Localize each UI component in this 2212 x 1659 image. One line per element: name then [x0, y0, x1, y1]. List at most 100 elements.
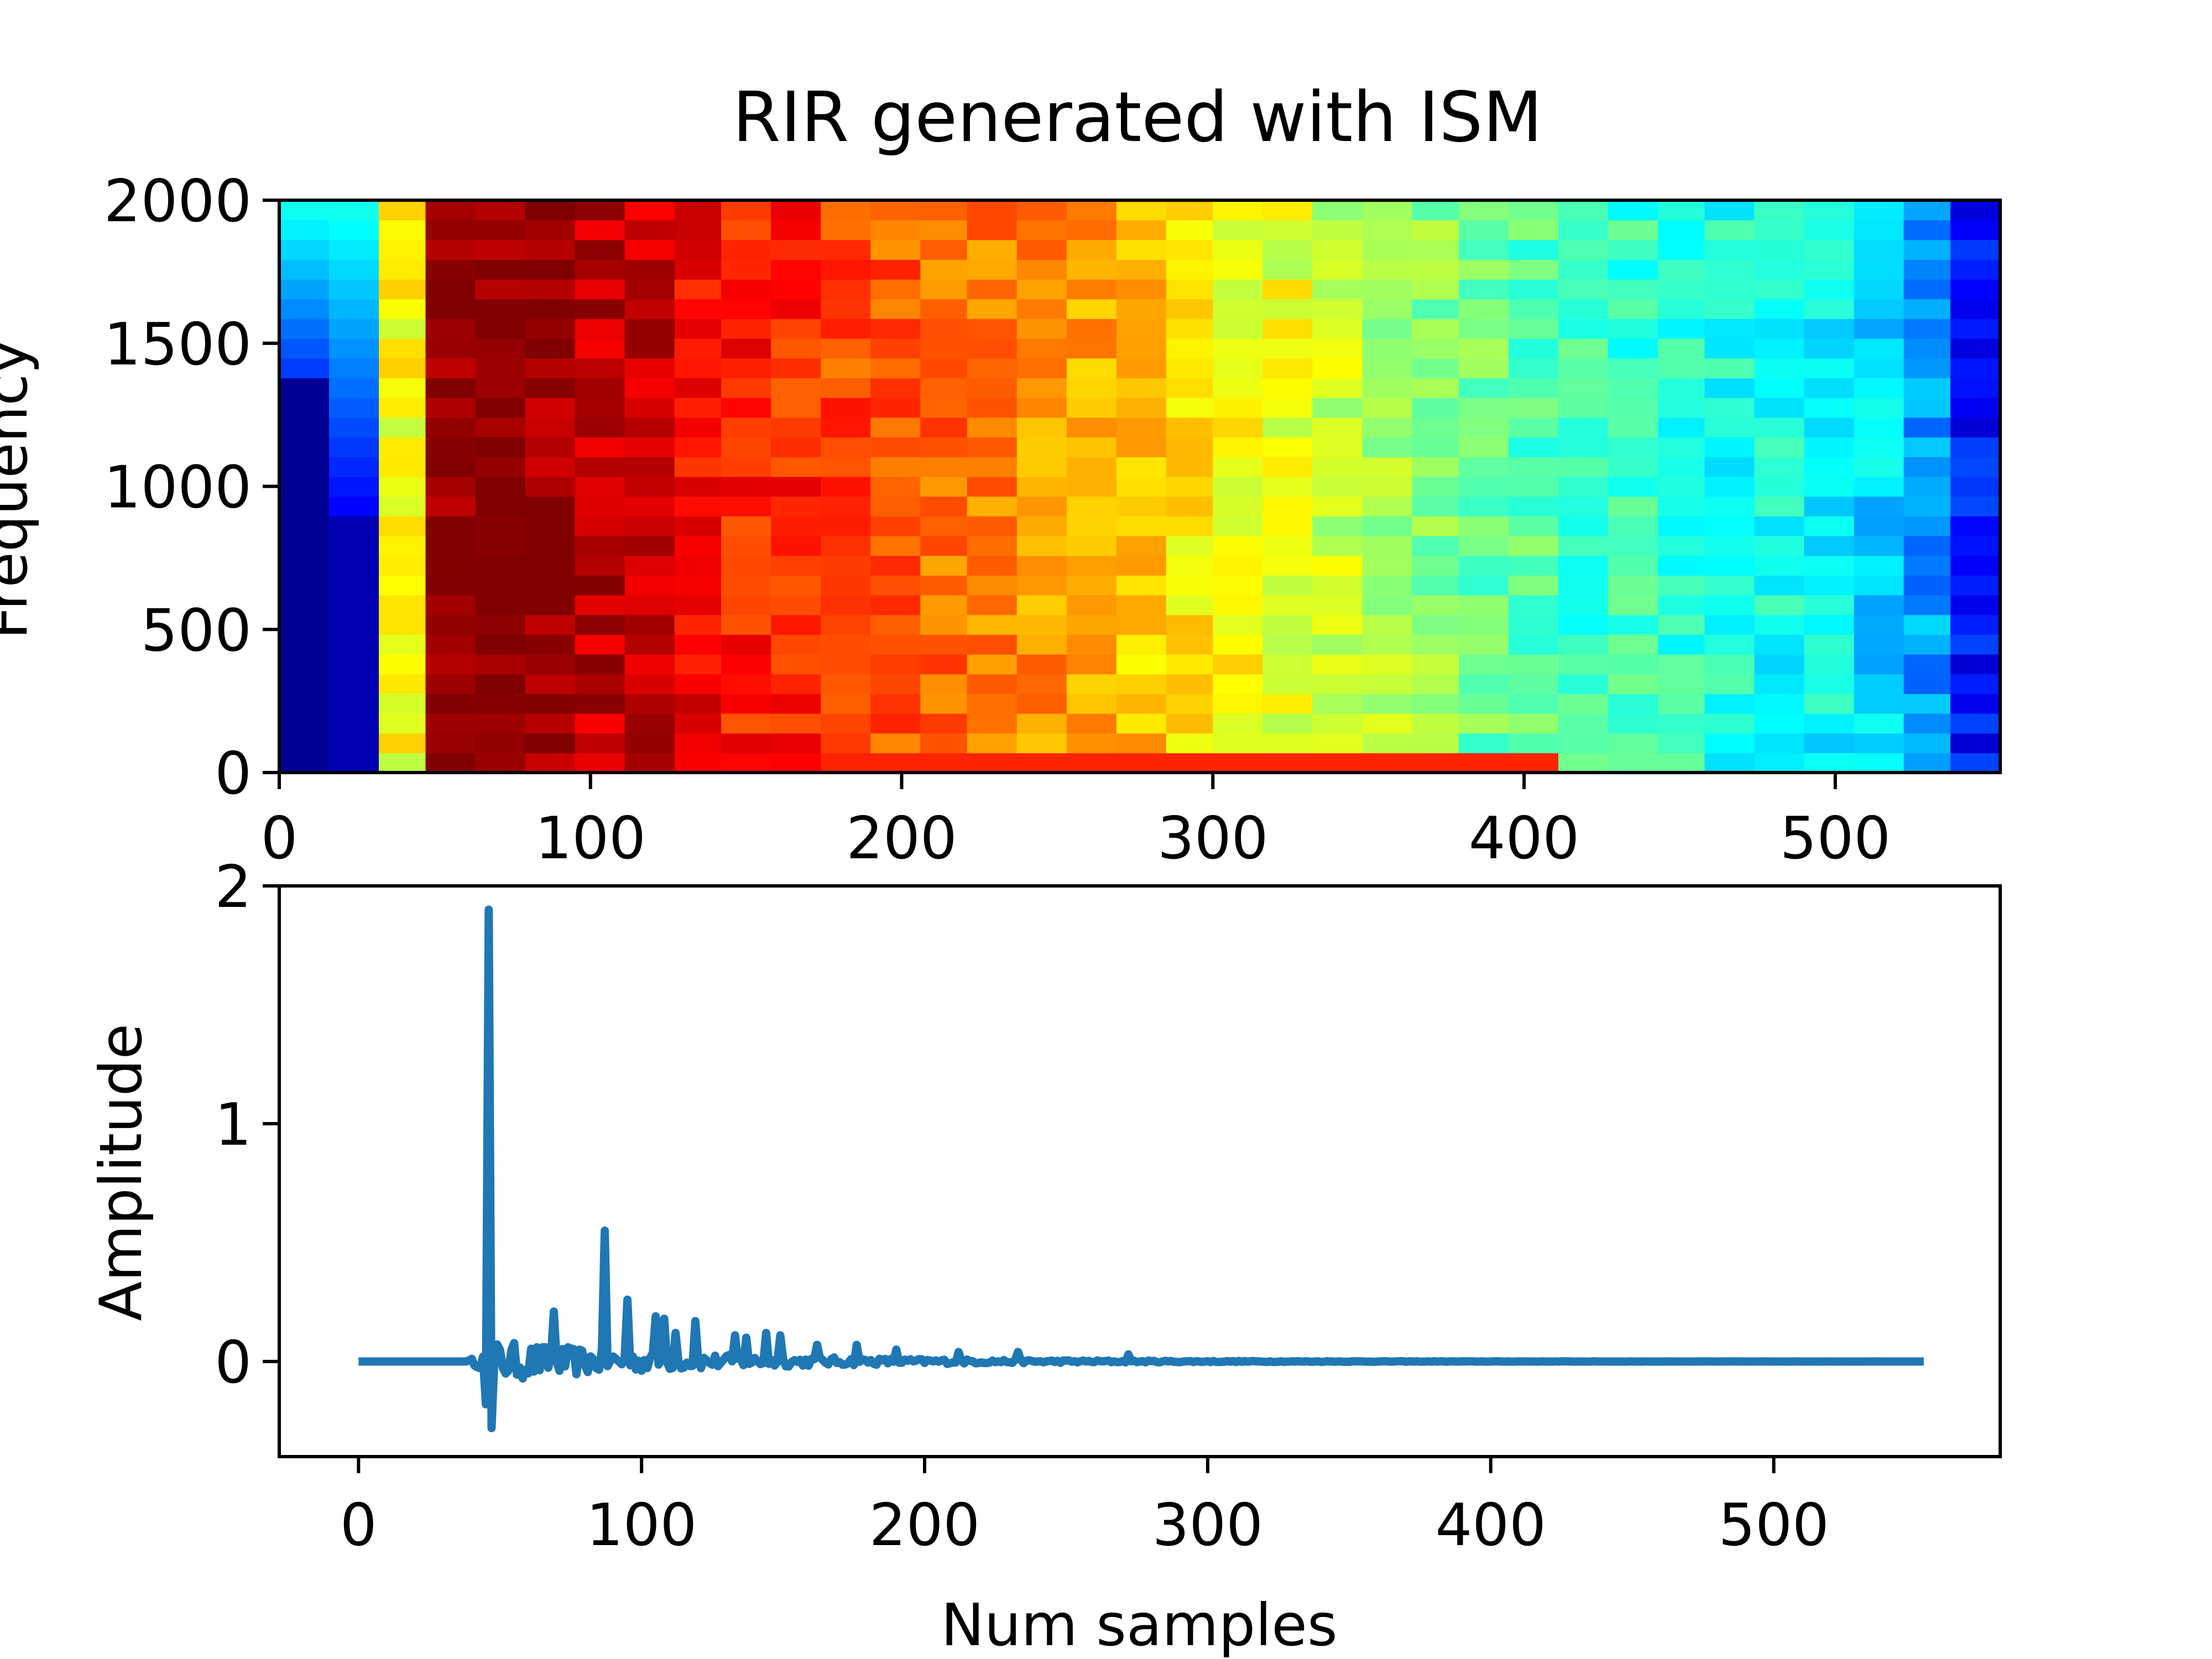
heatmap-cell [721, 654, 771, 675]
heatmap-cell [1016, 594, 1067, 615]
heatmap-cell [771, 575, 821, 596]
heatmap-cell [721, 634, 771, 655]
heatmap-cell [1608, 516, 1658, 536]
heatmap-cell [1658, 594, 1705, 615]
heatmap-cell [1558, 614, 1609, 635]
heatmap-cell [1804, 437, 1855, 457]
heatmap-cell [1116, 733, 1167, 754]
heatmap-cell [425, 457, 476, 477]
heatmap-cell [1903, 594, 1951, 615]
heatmap-cell [425, 654, 476, 675]
heatmap-cell [1950, 338, 2001, 359]
heatmap-cell [1458, 358, 1509, 378]
heatmap-cell [425, 594, 476, 615]
heatmap-cell [425, 535, 476, 556]
heatmap-cell [1412, 397, 1459, 418]
heatmap-cell [279, 733, 330, 754]
heatmap-cell [821, 555, 871, 576]
heatmap-cell [1558, 713, 1609, 734]
heatmap-cell [1754, 358, 1805, 378]
heatmap-cell [1754, 378, 1805, 398]
heatmap-cell [1508, 397, 1559, 418]
heatmap-cell [1950, 200, 2001, 221]
heatmap-cell [425, 378, 476, 398]
heatmap-cell [1116, 239, 1167, 260]
heatmap-cell [575, 457, 625, 477]
heatmap-cell [1312, 634, 1363, 655]
heatmap-cell [1262, 693, 1313, 714]
heatmap-cell [1016, 654, 1067, 675]
heatmap-cell [379, 397, 426, 418]
heatmap-cell [674, 713, 722, 734]
heatmap-cell [920, 200, 968, 221]
heatmap-cell [279, 457, 330, 477]
heatmap-cell [1066, 279, 1117, 300]
heatmap-cell [279, 634, 330, 655]
heatmap-cell [821, 634, 871, 655]
heatmap-cell [1754, 693, 1805, 714]
heatmap-cell [1458, 535, 1509, 556]
heatmap-cell [1558, 535, 1609, 556]
heatmap-cell [1608, 476, 1658, 497]
heatmap-cell [1704, 200, 1755, 221]
waveform-panel: 0 100 200 300 400 500 0 1 2 Num samples Amplitu… [87, 853, 2002, 1659]
heatmap-cell [329, 200, 379, 221]
heatmap-cell [1608, 239, 1658, 260]
heatmap-cell [1016, 259, 1067, 280]
heatmap-cell [1508, 259, 1559, 280]
heatmap-cell [1166, 555, 1213, 576]
heatmap-cell [1658, 634, 1705, 655]
heatmap-cell [674, 634, 722, 655]
heatmap-cell [425, 220, 476, 241]
heatmap-cell [1854, 496, 1905, 517]
heatmap-cell [1950, 575, 2001, 596]
heatmap-cell [1704, 535, 1755, 556]
heatmap-cell [1903, 693, 1951, 714]
heatmap-cell [1508, 338, 1559, 359]
heatmap-cell [1412, 319, 1459, 339]
heatmap-cell [674, 358, 722, 378]
heatmap-cell [1362, 200, 1413, 221]
heatmap-cell [967, 397, 1018, 418]
heatmap-cell [1262, 654, 1313, 675]
heatmap-cell [475, 200, 526, 221]
heatmap-cell [920, 417, 968, 438]
heatmap-cell [920, 299, 968, 319]
heatmap-cell [624, 279, 675, 300]
heatmap-cell [1312, 496, 1363, 517]
heatmap-cell [1312, 239, 1363, 260]
heatmap-cell [1116, 476, 1167, 497]
heatmap-cell [920, 594, 968, 615]
heatmap-cell [1508, 279, 1559, 300]
heatmap-cell [1312, 338, 1363, 359]
heatmap-cell [329, 693, 379, 714]
heatmap-cell [1016, 279, 1067, 300]
x-tick-label: 100 [535, 805, 646, 872]
heatmap-cell [1066, 239, 1117, 260]
heatmap-cell [821, 279, 871, 300]
heatmap-cell [624, 654, 675, 675]
heatmap-cell [1854, 693, 1905, 714]
heatmap-cell [1362, 496, 1413, 517]
heatmap-cell [1166, 279, 1213, 300]
heatmap-cell [771, 259, 821, 280]
heatmap-cell [1903, 535, 1951, 556]
heatmap-cell [870, 220, 921, 241]
heatmap-cell [1116, 535, 1167, 556]
heatmap-cell [1412, 693, 1459, 714]
heatmap-cell [721, 476, 771, 497]
heatmap-cell [967, 575, 1018, 596]
heatmap-cell [870, 378, 921, 398]
heatmap-cell [624, 259, 675, 280]
heatmap-cell [1508, 239, 1559, 260]
heatmap-cell [721, 496, 771, 517]
heatmap-cell [821, 200, 871, 221]
heatmap-cell [475, 299, 526, 319]
heatmap-cell [721, 397, 771, 418]
heatmap-cell [1312, 674, 1363, 695]
heatmap-cell [1558, 378, 1609, 398]
heatmap-cell [821, 378, 871, 398]
heatmap-cell [1658, 654, 1705, 675]
heatmap-cell [721, 338, 771, 359]
